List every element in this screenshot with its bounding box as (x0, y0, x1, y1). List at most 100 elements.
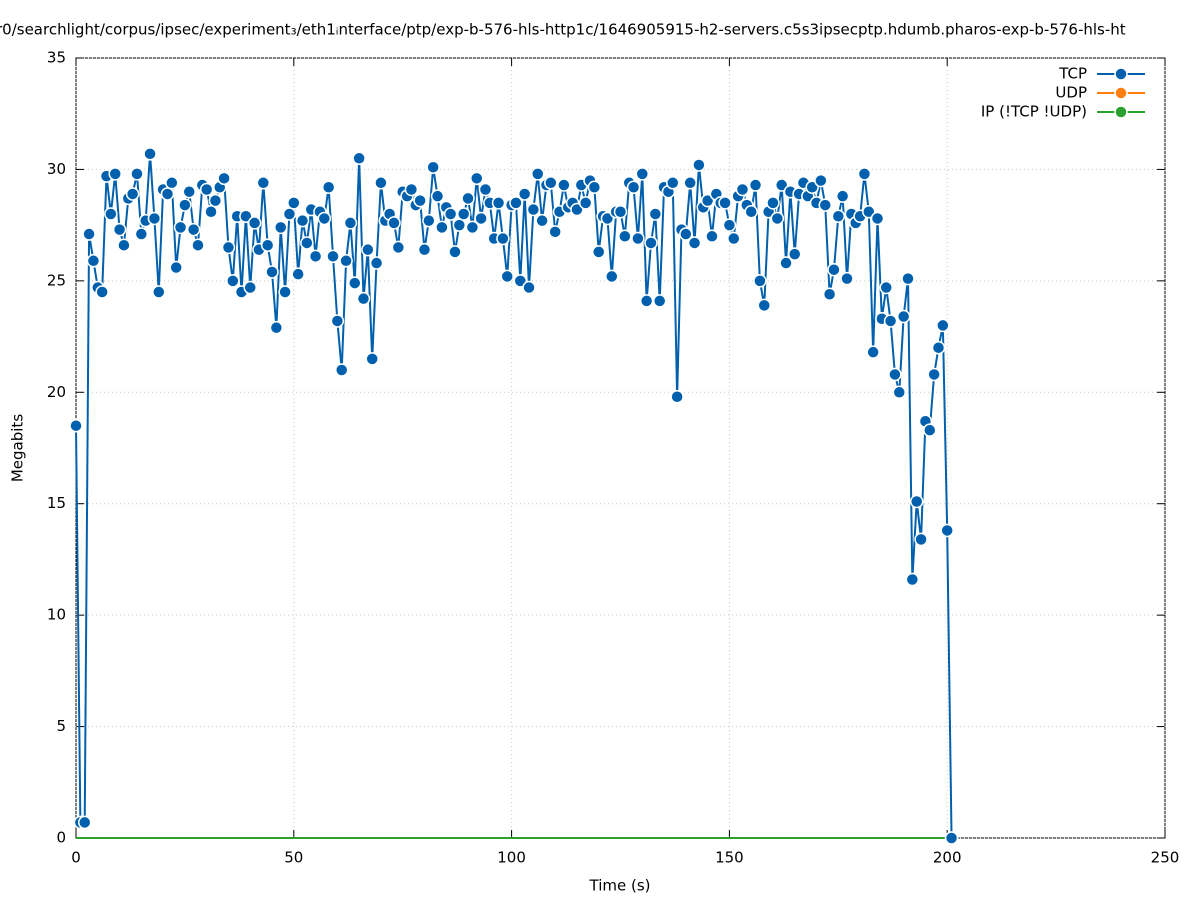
data-point (626, 180, 641, 195)
data-point (269, 320, 284, 335)
data-point (77, 815, 92, 830)
data-point (535, 213, 549, 228)
data-point (417, 242, 432, 257)
data-point (112, 222, 127, 237)
legend-label: IP (!TCP !UDP) (981, 103, 1087, 121)
data-point (217, 171, 231, 186)
data-point (443, 207, 458, 221)
data-point (670, 389, 684, 404)
data-point (369, 256, 384, 270)
data-point (86, 254, 101, 268)
data-point (422, 213, 436, 228)
x-tick-label: 250 (1151, 849, 1180, 867)
data-point (326, 249, 340, 264)
data-point (169, 260, 183, 275)
data-point (814, 173, 828, 188)
chart-title: r0/searchlight/corpus/ipsec/experiment₃/… (0, 21, 1126, 39)
data-point (692, 158, 706, 172)
data-point (243, 280, 257, 295)
data-point (774, 178, 789, 192)
data-point (435, 220, 449, 235)
data-point (491, 196, 506, 210)
data-point (199, 182, 214, 197)
data-point (587, 180, 602, 195)
legend-label: UDP (1055, 84, 1087, 102)
data-point (831, 209, 846, 223)
data-point (152, 285, 166, 299)
data-point (530, 167, 545, 181)
data-point (500, 269, 514, 284)
data-point (404, 182, 419, 197)
x-tick-label: 0 (71, 849, 81, 867)
data-point (82, 227, 96, 241)
data-point (448, 245, 462, 259)
data-point (256, 176, 271, 190)
legend-marker (1114, 105, 1128, 119)
data-point (317, 211, 332, 226)
data-point (748, 178, 763, 192)
data-point (413, 193, 427, 208)
data-point (134, 227, 149, 241)
data-point (666, 176, 680, 190)
data-point (387, 216, 401, 230)
data-point (639, 294, 654, 308)
data-point (805, 180, 819, 195)
data-point (461, 191, 475, 206)
data-point (339, 254, 353, 268)
data-point (870, 211, 885, 226)
data-point (827, 262, 841, 277)
data-point (160, 187, 175, 201)
data-point (509, 196, 523, 210)
data-point (465, 220, 480, 235)
data-point (108, 167, 122, 181)
data-point (226, 274, 240, 288)
data-point (835, 189, 850, 203)
data-point (923, 423, 937, 437)
legend-marker (1114, 67, 1128, 81)
data-point (888, 367, 902, 382)
y-tick-label: 10 (47, 606, 66, 624)
data-point (787, 247, 802, 261)
data-point (478, 182, 493, 197)
data-point (182, 184, 197, 199)
data-point (221, 240, 236, 255)
data-point (931, 340, 946, 355)
data-point (117, 238, 131, 252)
data-point (578, 196, 593, 210)
data-point (862, 205, 876, 219)
y-tick-label: 0 (56, 829, 66, 847)
data-point (69, 418, 83, 433)
data-point (165, 176, 179, 190)
data-point (770, 211, 785, 226)
data-point (631, 231, 645, 246)
data-point (940, 523, 954, 538)
data-point (391, 240, 406, 255)
data-point (909, 494, 924, 509)
legend-marker (1114, 86, 1128, 100)
data-point (883, 314, 898, 328)
y-tick-label: 15 (47, 494, 66, 512)
data-point (496, 231, 510, 246)
data-point (901, 271, 915, 286)
data-point (474, 211, 488, 226)
data-point (452, 218, 467, 232)
data-point (652, 294, 667, 308)
data-point (426, 160, 440, 174)
data-point (544, 176, 558, 190)
data-point (526, 202, 541, 217)
data-point (104, 207, 118, 221)
data-point (644, 236, 658, 250)
data-point (522, 280, 536, 295)
legend-label: TCP (1058, 65, 1087, 83)
y-tick-label: 5 (56, 717, 66, 735)
y-tick-label: 30 (47, 160, 66, 178)
data-point (896, 309, 911, 324)
data-point (291, 267, 305, 281)
data-point (361, 242, 375, 257)
data-point (300, 236, 314, 250)
x-tick-label: 100 (497, 849, 526, 867)
data-point (456, 207, 471, 221)
data-point (905, 572, 920, 587)
data-point (618, 229, 632, 244)
